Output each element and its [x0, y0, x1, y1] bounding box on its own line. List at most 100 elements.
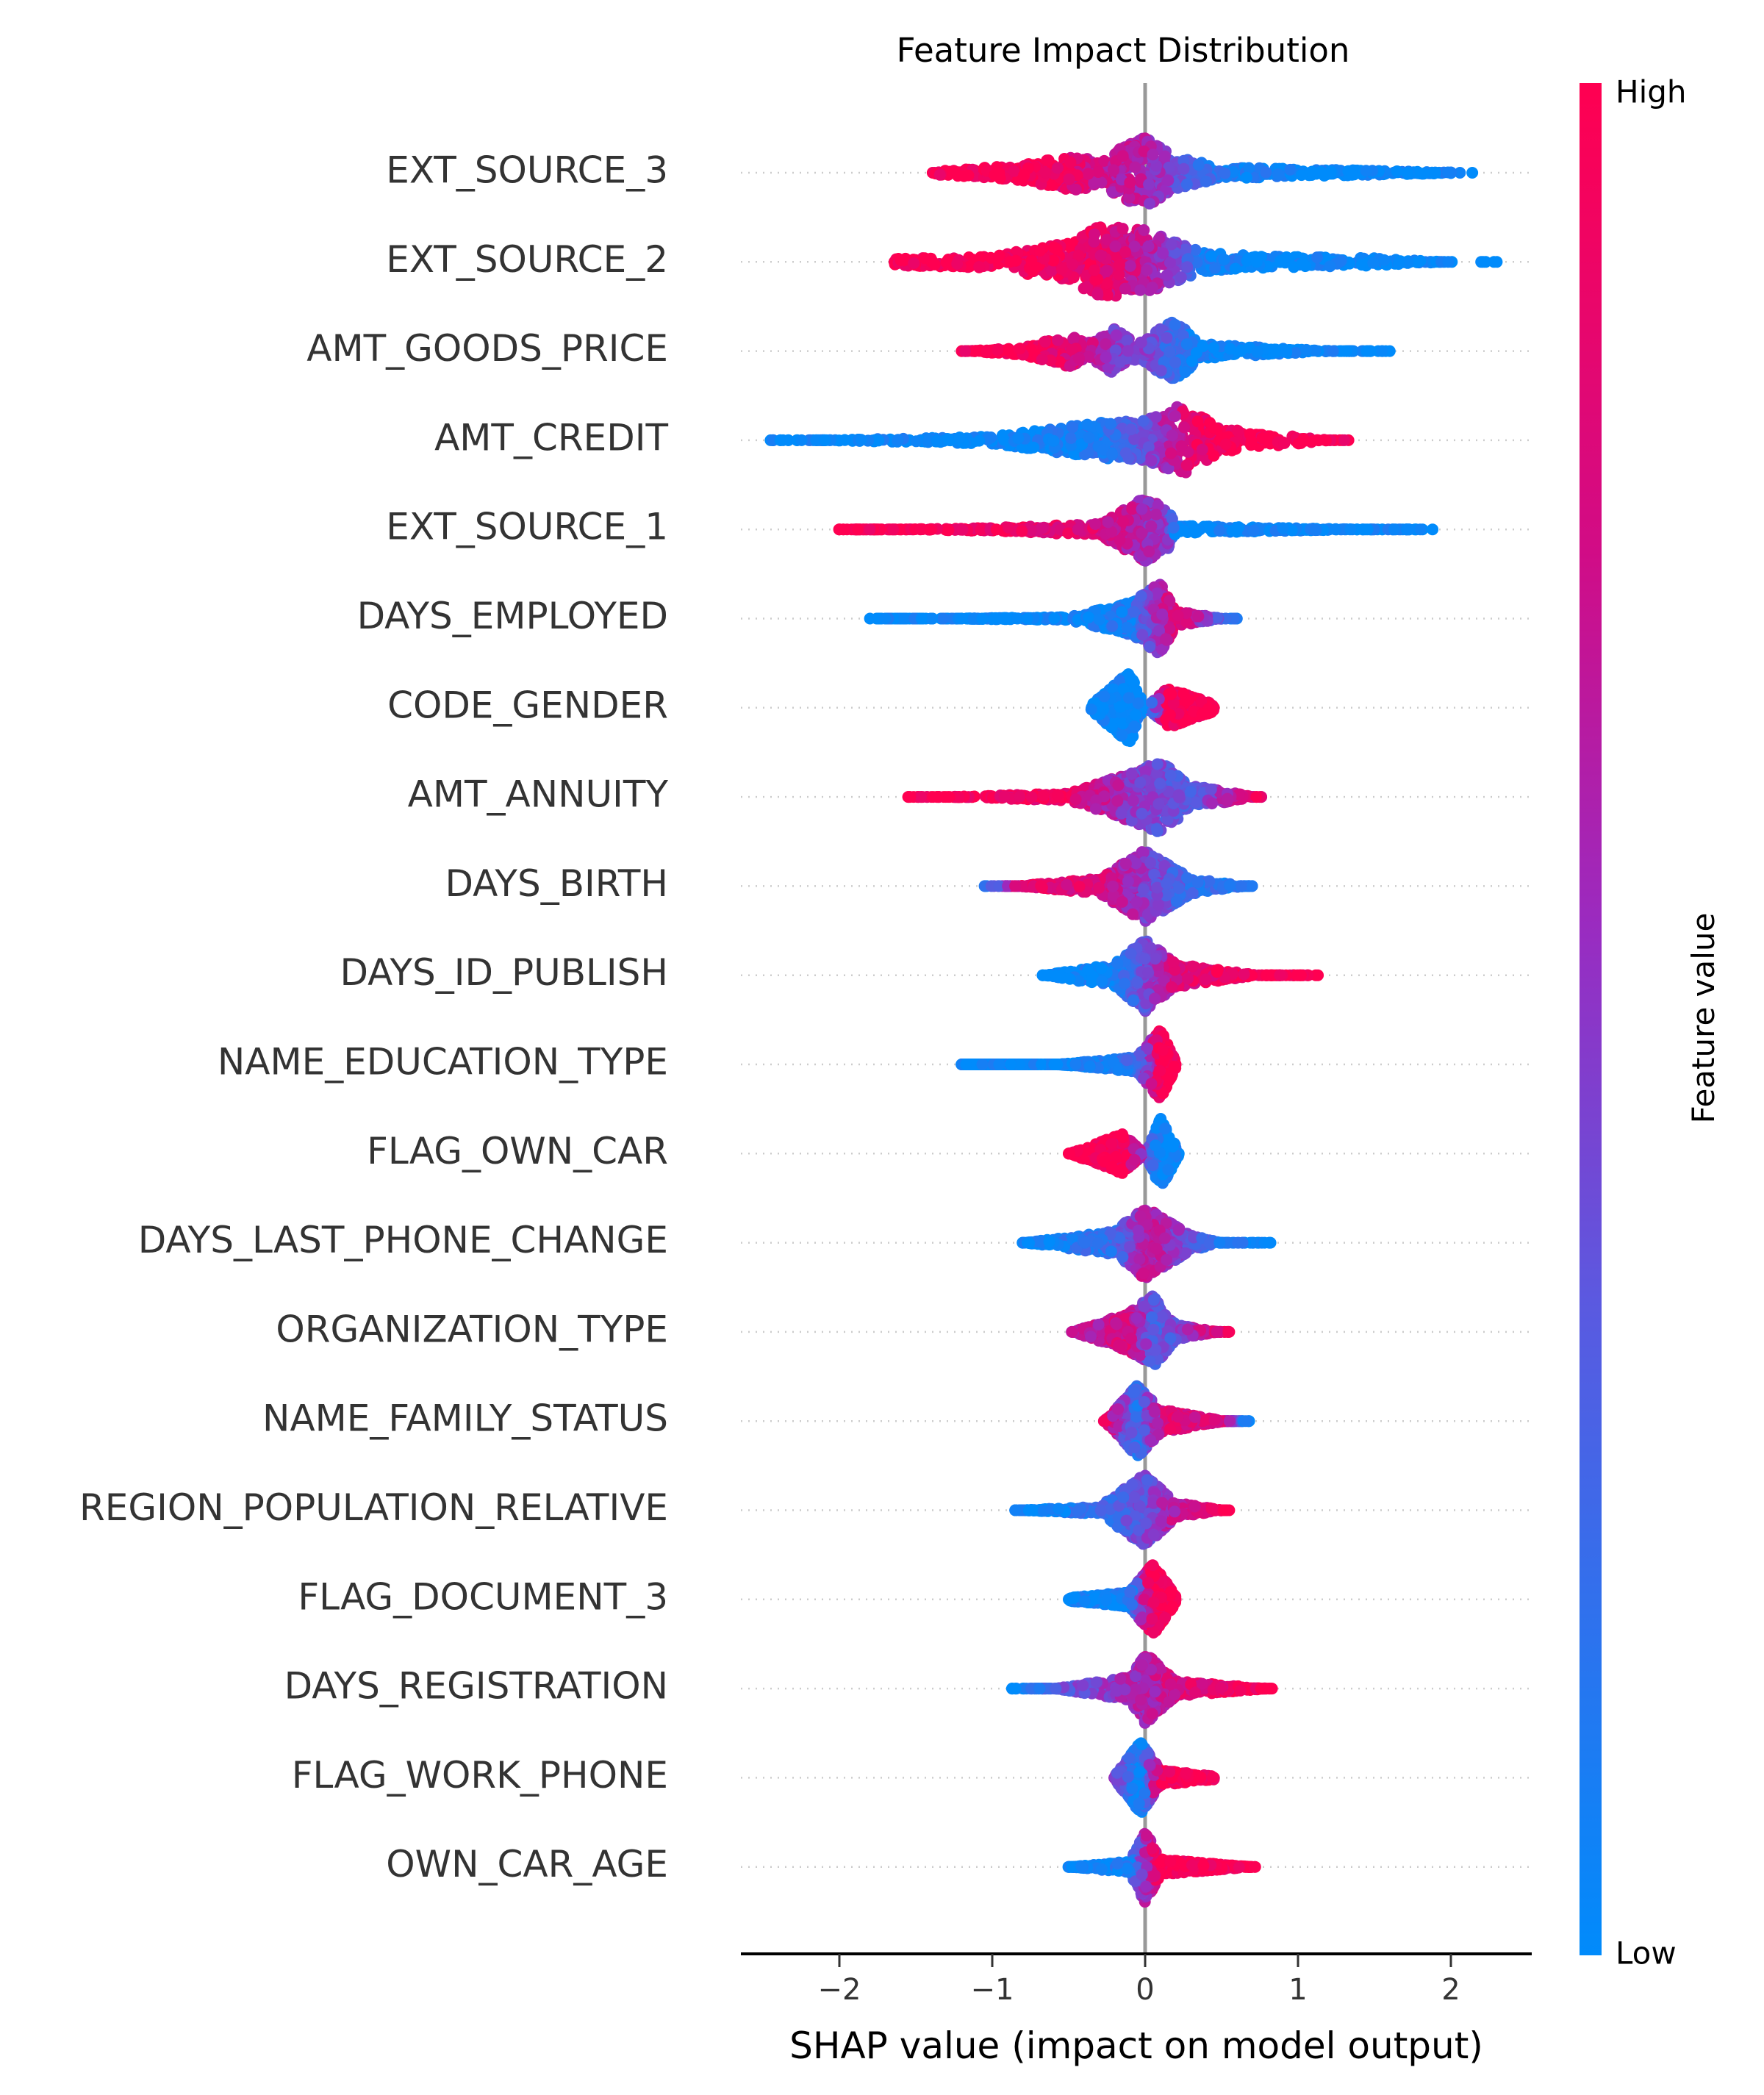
- data-point: [1466, 167, 1479, 179]
- data-point: [1066, 421, 1079, 434]
- data-point: [837, 523, 850, 536]
- data-point: [1119, 447, 1132, 459]
- data-point: [1135, 590, 1147, 602]
- chart-title: Feature Impact Distribution: [897, 31, 1350, 70]
- data-point: [1480, 256, 1492, 268]
- data-point: [1229, 262, 1241, 275]
- data-point: [1306, 165, 1318, 178]
- data-point: [1177, 687, 1190, 700]
- data-point: [1127, 606, 1140, 618]
- data-point: [839, 434, 851, 446]
- data-point: [1119, 246, 1131, 258]
- data-point: [1128, 720, 1141, 733]
- data-point: [1025, 254, 1038, 267]
- data-point: [1226, 525, 1238, 537]
- data-point: [953, 431, 966, 443]
- data-point: [1208, 342, 1220, 354]
- data-point: [1269, 343, 1281, 356]
- data-point: [1072, 352, 1085, 365]
- data-point: [1116, 606, 1128, 618]
- data-point: [1277, 522, 1289, 534]
- data-point: [892, 434, 904, 446]
- data-point: [933, 168, 946, 181]
- data-point: [1098, 690, 1111, 703]
- data-point: [1156, 608, 1169, 620]
- data-point: [1102, 516, 1114, 529]
- feature-row-points: [888, 221, 1503, 302]
- data-point: [1191, 415, 1204, 428]
- data-point: [1161, 269, 1173, 282]
- data-point: [1116, 150, 1129, 162]
- data-point: [1010, 254, 1022, 267]
- data-point: [1178, 421, 1191, 434]
- data-point: [1346, 168, 1358, 181]
- data-point: [1052, 334, 1064, 346]
- data-point: [1129, 161, 1141, 173]
- data-point: [973, 434, 986, 447]
- data-point: [1247, 524, 1260, 537]
- data-point: [1109, 240, 1122, 253]
- data-point: [931, 434, 943, 447]
- data-point: [1218, 254, 1230, 265]
- data-point: [1164, 709, 1176, 721]
- data-point: [1329, 523, 1341, 536]
- data-point: [1272, 168, 1284, 180]
- data-point: [940, 256, 953, 268]
- data-point: [1089, 228, 1100, 240]
- data-point: [910, 435, 922, 448]
- data-point: [990, 523, 1003, 536]
- data-point: [1000, 613, 1013, 625]
- data-point: [1114, 701, 1126, 713]
- data-point: [1157, 247, 1169, 259]
- feature-row-points: [833, 494, 1439, 567]
- data-point: [1034, 245, 1047, 257]
- data-point: [1181, 261, 1194, 273]
- data-point: [1146, 282, 1158, 294]
- data-point: [1136, 503, 1148, 515]
- data-point: [1376, 345, 1388, 357]
- data-point: [1045, 265, 1058, 277]
- data-point: [1117, 515, 1129, 528]
- data-point: [1002, 521, 1014, 534]
- data-point: [1136, 527, 1148, 540]
- data-point: [1235, 345, 1247, 357]
- data-point: [1166, 429, 1178, 442]
- data-point: [1205, 250, 1218, 262]
- data-point: [1100, 338, 1112, 351]
- data-point: [1232, 425, 1244, 437]
- data-point: [1134, 284, 1147, 296]
- data-point: [942, 524, 955, 537]
- data-point: [1012, 432, 1025, 445]
- data-point: [1021, 612, 1033, 625]
- feature-row-points: [1085, 668, 1220, 748]
- data-point: [1199, 707, 1211, 720]
- data-point: [1417, 168, 1430, 180]
- data-point: [1378, 254, 1391, 266]
- data-point: [1296, 257, 1308, 270]
- data-point: [1122, 345, 1134, 357]
- data-point: [942, 433, 954, 445]
- data-point: [1360, 165, 1372, 177]
- data-point: [1393, 257, 1405, 270]
- data-point: [1130, 709, 1142, 721]
- data-point: [975, 251, 987, 263]
- data-point: [1122, 692, 1135, 704]
- data-point: [1028, 441, 1040, 454]
- data-point: [1274, 254, 1286, 267]
- data-point: [1341, 345, 1353, 357]
- data-point: [1338, 434, 1351, 446]
- data-point: [1141, 264, 1153, 276]
- data-point: [980, 345, 993, 358]
- data-point: [1047, 434, 1060, 447]
- data-point: [1146, 696, 1158, 709]
- data-point: [1250, 256, 1263, 268]
- data-point: [1069, 183, 1082, 196]
- data-point: [1391, 165, 1403, 177]
- data-point: [1442, 256, 1455, 268]
- feature-row-points: [864, 579, 1243, 659]
- data-point: [958, 345, 971, 357]
- data-point: [1169, 410, 1181, 422]
- data-point: [1165, 688, 1177, 701]
- data-point: [1036, 354, 1048, 365]
- data-point: [1158, 150, 1171, 162]
